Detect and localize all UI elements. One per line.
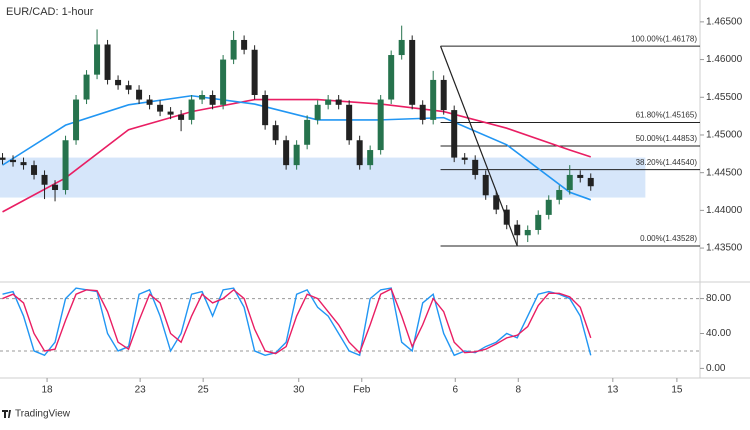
candle-body (524, 229, 531, 236)
candle-body (52, 184, 59, 191)
candle-body (325, 99, 332, 105)
candle-body (241, 39, 248, 50)
candle-body (146, 99, 153, 105)
candle-body (283, 140, 290, 166)
candle-body (356, 140, 363, 166)
fib-label: 38.20%(1.44540) (636, 158, 698, 167)
candle-body (493, 195, 500, 210)
candle-body (293, 144, 300, 166)
candle-body (440, 79, 447, 111)
candle-body (115, 79, 122, 86)
candle-body (472, 159, 479, 175)
y-tick-label: 1.46500 (706, 17, 743, 28)
brand: TradingView (15, 409, 71, 420)
candle-body (251, 49, 258, 96)
y-tick-label: 40.00 (706, 328, 731, 339)
fib-label: 0.00%(1.43528) (640, 234, 697, 243)
candle-body (136, 89, 143, 100)
candle-body (556, 190, 563, 200)
candle-body (388, 55, 395, 100)
candle-body (451, 110, 458, 158)
candle-body (83, 74, 90, 100)
x-tick-label: 18 (41, 385, 53, 396)
candle-body (209, 95, 216, 105)
candle-body (272, 125, 279, 141)
fib-label: 100.00%(1.46178) (631, 34, 697, 43)
candle-body (94, 44, 101, 75)
y-tick-label: 80.00 (706, 293, 731, 304)
x-tick-label: 8 (515, 385, 521, 396)
candle-body (104, 44, 111, 80)
candle-body (41, 174, 48, 185)
candle-body (409, 39, 416, 105)
fib-label: 61.80%(1.45165) (636, 111, 698, 120)
candle-body (535, 214, 542, 230)
candle-body (314, 104, 321, 120)
trend-line (439, 45, 518, 247)
candle-body (398, 39, 405, 56)
y-tick-label: 1.43500 (706, 243, 743, 254)
chart-title: EUR/CAD: 1-hour (6, 6, 94, 18)
candle-body (514, 224, 521, 236)
y-tick-label: 1.45500 (706, 92, 743, 103)
candle-body (73, 99, 80, 141)
candle-body (461, 157, 468, 160)
y-tick-label: 1.44000 (706, 205, 743, 216)
candle-body (482, 174, 489, 196)
candle-body (199, 95, 206, 100)
candle-body (367, 150, 374, 166)
candle-body (419, 104, 426, 120)
candle-body (335, 99, 342, 105)
candle-body (167, 111, 174, 115)
candle-body (20, 162, 27, 166)
candle-body (188, 99, 195, 120)
moving-average (2, 98, 592, 213)
candle-body (577, 174, 584, 178)
candle-body (178, 114, 185, 120)
x-tick-label: Feb (353, 385, 371, 396)
candle-body (377, 99, 384, 151)
oscillator-line (2, 287, 592, 357)
candle-body (10, 159, 17, 163)
candle-body (545, 199, 552, 215)
candle-body (157, 104, 164, 112)
oscillator-line (2, 288, 592, 355)
tradingview-logo (2, 410, 11, 418)
candle-body (0, 157, 6, 160)
y-tick-label: 1.44500 (706, 167, 743, 178)
x-tick-label: 6 (452, 385, 458, 396)
candle-body (230, 39, 237, 60)
x-tick-label: 25 (198, 385, 210, 396)
y-tick-label: 0.00 (706, 363, 726, 374)
fib-label: 50.00%(1.44853) (636, 134, 698, 143)
x-tick-label: 23 (135, 385, 147, 396)
x-tick-label: 15 (671, 385, 683, 396)
candle-body (430, 79, 437, 120)
candle-body (31, 165, 38, 175)
support-zone (0, 157, 646, 198)
x-tick-label: 13 (607, 385, 619, 396)
candle-body (125, 85, 132, 90)
y-tick-label: 1.46000 (706, 54, 743, 65)
candle-body (566, 174, 573, 191)
candle-body (346, 104, 353, 141)
candle-body (262, 95, 269, 126)
x-tick-label: 30 (293, 385, 305, 396)
y-tick-label: 1.45000 (706, 130, 743, 141)
candle-body (220, 59, 227, 105)
candle-body (587, 177, 594, 187)
candle-body (62, 140, 69, 191)
candle-body (304, 119, 311, 145)
